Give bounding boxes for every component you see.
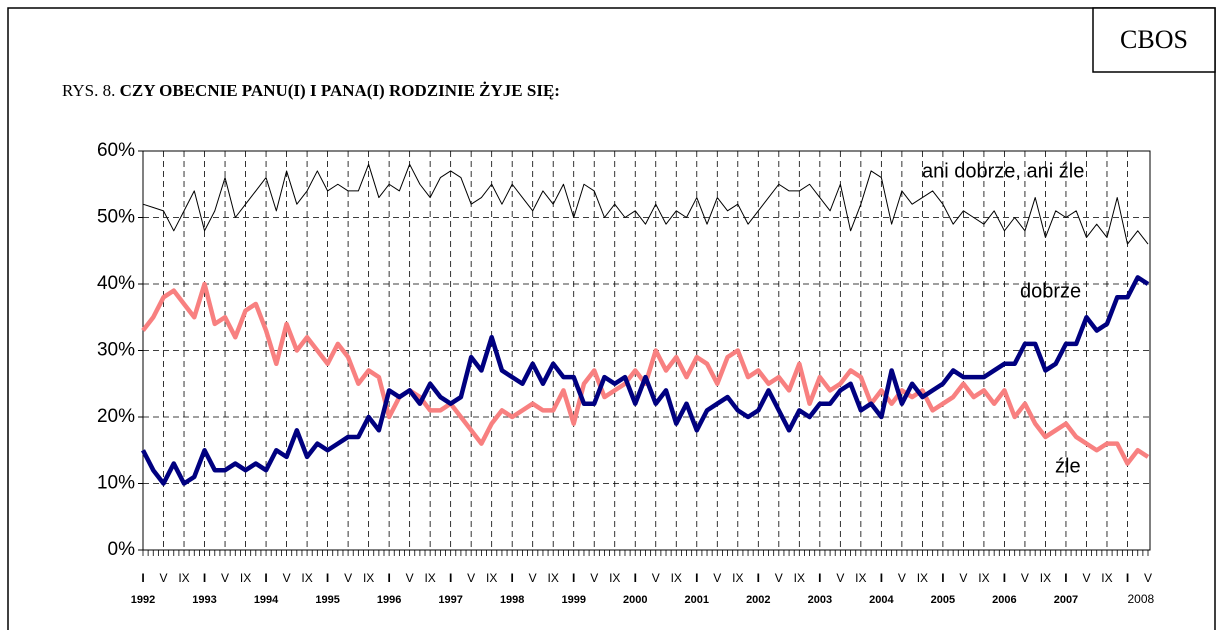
x-tick-label: I [141,571,144,585]
x-tick-label: IX [609,571,620,585]
x-tick-label: IX [855,571,866,585]
x-tick-label: IX [917,571,928,585]
x-tick-label: IX [732,571,743,585]
x-tick-label: IX [1101,571,1112,585]
x-tick-label: I [1064,571,1067,585]
x-tick-label: I [695,571,698,585]
badge-box [1092,7,1216,73]
x-tick-label: I [264,571,267,585]
x-tick-label: I [1126,571,1129,585]
badge: CBOS [1120,25,1188,54]
x-tick-label: V [160,571,168,585]
x-tick-label: V [652,571,660,585]
title-prefix: RYS. 8. [62,81,115,100]
x-tick-label: I [880,571,883,585]
year-label: 2003 [808,594,832,606]
x-tick-label: IX [486,571,497,585]
x-tick-label: I [634,571,637,585]
y-tick-label: 10% [97,473,135,494]
x-tick-label: IX [363,571,374,585]
frame [7,7,1216,635]
x-tick-label: I [326,571,329,585]
x-tick-label: V [467,571,475,585]
x-tick-label: V [1082,571,1090,585]
y-tick-label: 30% [97,340,135,361]
year-label: 1992 [131,594,155,606]
x-tick-label: IX [1040,571,1051,585]
year-label: 1995 [315,594,339,606]
x-tick-label: IX [240,571,251,585]
y-tick-label: 0% [108,539,136,560]
chart-title: RYS. 8. CZY OBECNIE PANU(I) I PANA(I) RO… [62,81,560,100]
x-tick-label: IX [548,571,559,585]
year-label: 2008 [1127,592,1154,606]
x-tick-label: V [406,571,414,585]
x-tick-label: I [387,571,390,585]
year-label: 2006 [992,594,1016,606]
x-tick-label: V [898,571,906,585]
year-label: 1996 [377,594,401,606]
x-tick-label: V [1021,571,1029,585]
series-label: dobrze [1020,280,1081,302]
year-label: 1994 [254,594,279,606]
year-label: 2000 [623,594,647,606]
x-tick-label: IX [978,571,989,585]
year-label: 1998 [500,594,524,606]
x-tick-label: I [449,571,452,585]
x-tick-label: I [818,571,821,585]
y-tick-label: 50% [97,207,135,228]
x-tick-label: I [511,571,514,585]
year-label: 1993 [192,594,216,606]
x-tick-label: V [221,571,229,585]
year-label: 1997 [438,594,462,606]
x-tick-label: V [775,571,783,585]
x-tick-label: I [941,571,944,585]
year-label: 2007 [1054,594,1078,606]
x-tick-label: IX [301,571,312,585]
x-tick-label: I [572,571,575,585]
x-tick-label: V [529,571,537,585]
x-tick-label: IX [424,571,435,585]
year-label: 1999 [561,594,585,606]
y-tick-label: 40% [97,273,135,294]
year-label: 2005 [931,594,955,606]
x-tick-label: I [757,571,760,585]
series-line [142,163,1149,245]
x-tick-label: I [203,571,206,585]
x-tick-label: V [959,571,967,585]
year-label: 2002 [746,594,770,606]
x-tick-label: I [1003,571,1006,585]
title-text: CZY OBECNIE PANU(I) I PANA(I) RODZINIE Ż… [120,81,560,100]
x-tick-label: V [590,571,598,585]
x-tick-label: IX [794,571,805,585]
x-tick-label: V [344,571,352,585]
series-line [141,281,1150,466]
y-tick-label: 60% [97,140,135,161]
series-line [140,275,1150,486]
x-tick-label: V [713,571,721,585]
x-tick-label: V [1144,571,1152,585]
year-label: 2001 [685,594,709,606]
y-tick-label: 20% [97,406,135,427]
x-tick-label: V [836,571,844,585]
x-tick-label: IX [178,571,189,585]
series-label: źle [1055,455,1081,477]
year-label: 2004 [869,594,894,606]
x-tick-label: IX [671,571,682,585]
series-label: ani dobrze, ani źle [922,160,1084,182]
x-tick-label: V [283,571,291,585]
